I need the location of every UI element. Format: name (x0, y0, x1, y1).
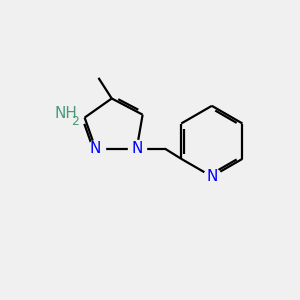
Text: N: N (90, 141, 101, 156)
Text: 2: 2 (71, 115, 79, 128)
Text: N: N (206, 169, 218, 184)
Text: N: N (131, 141, 142, 156)
Text: NH: NH (55, 106, 78, 121)
